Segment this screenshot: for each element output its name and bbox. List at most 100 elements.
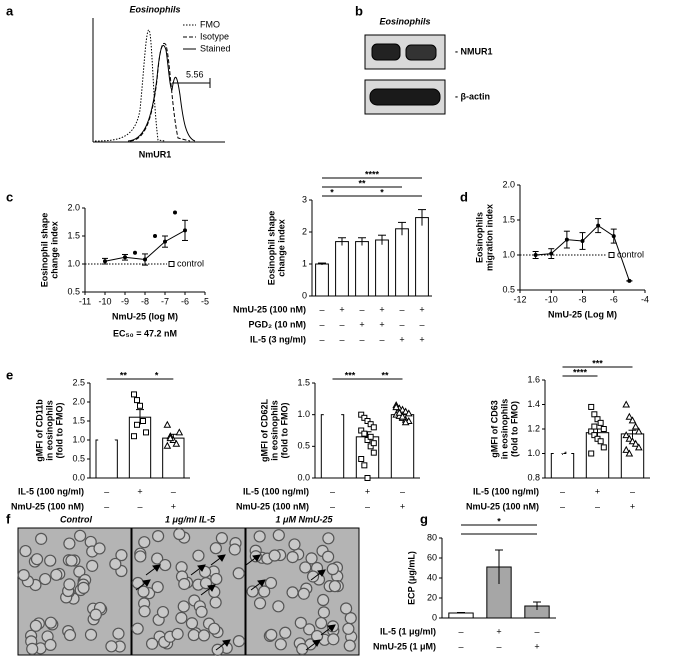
cell xyxy=(296,642,309,656)
point xyxy=(401,418,410,426)
panel-label: f xyxy=(6,511,11,526)
cell xyxy=(326,563,339,576)
condition-sign: – xyxy=(534,626,539,636)
point xyxy=(566,451,572,456)
point xyxy=(556,449,562,455)
condition-sign: – xyxy=(595,501,600,511)
y-axis-label: Eosinophils xyxy=(474,212,484,263)
point xyxy=(627,278,632,283)
point xyxy=(398,412,407,420)
condition-sign: + xyxy=(137,486,142,496)
y-tick-label: 1.0 xyxy=(67,258,80,268)
y-tick-label: 1.6 xyxy=(527,374,540,384)
point xyxy=(175,428,184,436)
arrow-head xyxy=(222,639,231,647)
cell xyxy=(192,549,205,562)
condition-sign: – xyxy=(399,304,404,314)
cell xyxy=(65,554,78,567)
condition-label: IL-5 (3 ng/ml) xyxy=(250,334,306,344)
condition-sign: – xyxy=(104,486,109,496)
cell xyxy=(317,593,330,607)
point xyxy=(123,255,127,260)
cell xyxy=(77,581,90,594)
condition-sign: – xyxy=(496,641,501,651)
point xyxy=(140,418,146,424)
point xyxy=(560,455,565,461)
point xyxy=(172,439,181,447)
point xyxy=(564,237,569,242)
cell xyxy=(86,559,99,572)
cell xyxy=(138,536,151,549)
cell xyxy=(246,585,259,598)
cell xyxy=(327,633,340,646)
x-tick-label: -6 xyxy=(181,296,189,306)
significance-label: * xyxy=(497,516,501,526)
cell xyxy=(177,600,190,613)
point xyxy=(131,391,137,398)
y-axis-label: migration index xyxy=(484,204,494,271)
cell xyxy=(50,568,63,581)
y-tick-label: 20 xyxy=(427,592,437,602)
y-tick-label: 1.0 xyxy=(527,448,540,458)
point xyxy=(143,429,149,436)
point xyxy=(597,419,604,426)
point xyxy=(588,428,595,435)
condition-sign: – xyxy=(419,319,424,329)
condition-sign: + xyxy=(339,304,344,314)
cell xyxy=(19,544,32,558)
condition-label: IL-5 (100 ng/ml) xyxy=(243,486,309,496)
y-tick-label: 0 xyxy=(432,612,437,622)
point xyxy=(591,423,598,430)
arrow-head xyxy=(152,564,161,572)
fmo-curve xyxy=(94,29,166,142)
condition-sign: + xyxy=(595,486,600,496)
cell xyxy=(305,552,318,565)
x-tick-label: -8 xyxy=(141,296,149,306)
y-axis-label: (fold to FMO) xyxy=(509,401,519,457)
condition-sign: + xyxy=(171,501,176,511)
point xyxy=(134,421,140,428)
cell xyxy=(306,570,320,583)
cell xyxy=(159,558,172,572)
point xyxy=(622,431,631,439)
cell xyxy=(151,580,164,594)
arrow-head xyxy=(142,579,151,587)
band-label: - β-actin xyxy=(455,91,490,101)
significance-label: * xyxy=(330,187,334,197)
cell xyxy=(232,567,245,580)
y-axis-label: Eosinophil shape xyxy=(266,211,276,286)
x-tick-label: -10 xyxy=(545,294,558,304)
condition-sign: – xyxy=(339,319,344,329)
point xyxy=(392,403,401,411)
cell xyxy=(343,639,356,652)
condition-label: NmU-25 (1 μM) xyxy=(373,641,436,651)
reference-label: control xyxy=(617,249,644,259)
legend-label: FMO xyxy=(200,19,220,29)
cell xyxy=(63,537,76,550)
cell xyxy=(274,638,287,651)
y-tick-label: 1.2 xyxy=(527,423,540,433)
micrographs xyxy=(17,527,360,656)
point xyxy=(631,439,640,447)
x-axis-label: NmU-25 (log M) xyxy=(112,311,178,321)
condition-label: NmU-25 (100 nM) xyxy=(236,501,309,511)
point xyxy=(358,456,365,462)
y-axis-label: gMFI of CD63 xyxy=(489,400,499,458)
arrow-head xyxy=(257,579,266,587)
point xyxy=(594,416,601,423)
cell xyxy=(185,617,199,630)
point xyxy=(370,440,377,447)
cell xyxy=(268,549,281,562)
significance-label: *** xyxy=(345,370,356,380)
y-tick-label: 40 xyxy=(427,572,437,582)
condition-sign: – xyxy=(319,304,324,314)
panel-label: g xyxy=(420,511,428,526)
condition-sign: + xyxy=(534,641,539,651)
arrow-head xyxy=(217,554,226,562)
bar xyxy=(395,228,409,297)
point xyxy=(628,437,637,445)
cell xyxy=(340,602,353,615)
y-axis-label: Eosinophil shape xyxy=(39,213,49,288)
cell xyxy=(173,527,186,541)
cell xyxy=(26,642,39,655)
